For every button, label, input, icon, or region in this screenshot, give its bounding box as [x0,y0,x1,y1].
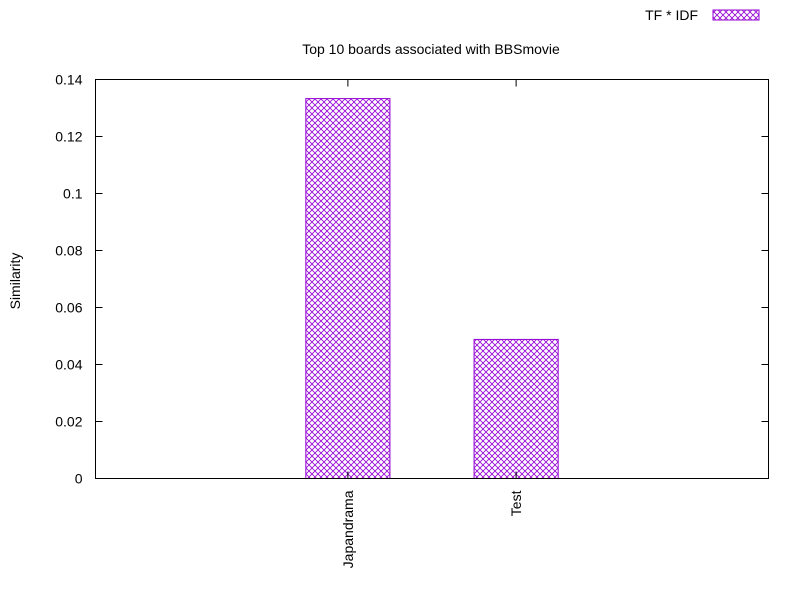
bars [305,98,559,480]
x-axis: Japandrama Test [340,79,524,568]
y-axis: 0 0.02 0.04 0.06 0.08 0.1 0.12 0.14 [55,72,769,487]
y-tick-label: 0.14 [55,72,82,88]
y-tick-label: 0.08 [55,243,82,259]
legend: TF * IDF [645,7,760,23]
y-tick-label: 0.1 [63,186,83,202]
y-tick-label: 0.04 [55,357,82,373]
bar-japandrama [305,98,391,479]
y-tick-label: 0.06 [55,300,82,316]
bar-test [473,338,559,480]
x-tick-label: Test [508,490,524,516]
legend-swatch [712,9,760,21]
y-axis-label: Similarity [7,253,23,310]
y-tick-label: 0 [75,471,83,487]
y-tick-label: 0.12 [55,129,82,145]
legend-label: TF * IDF [645,7,698,23]
plot-frame [95,79,769,479]
y-tick-label: 0.02 [55,414,82,430]
x-tick-label: Japandrama [340,490,356,568]
chart-title: Top 10 boards associated with BBSmovie [302,41,560,57]
